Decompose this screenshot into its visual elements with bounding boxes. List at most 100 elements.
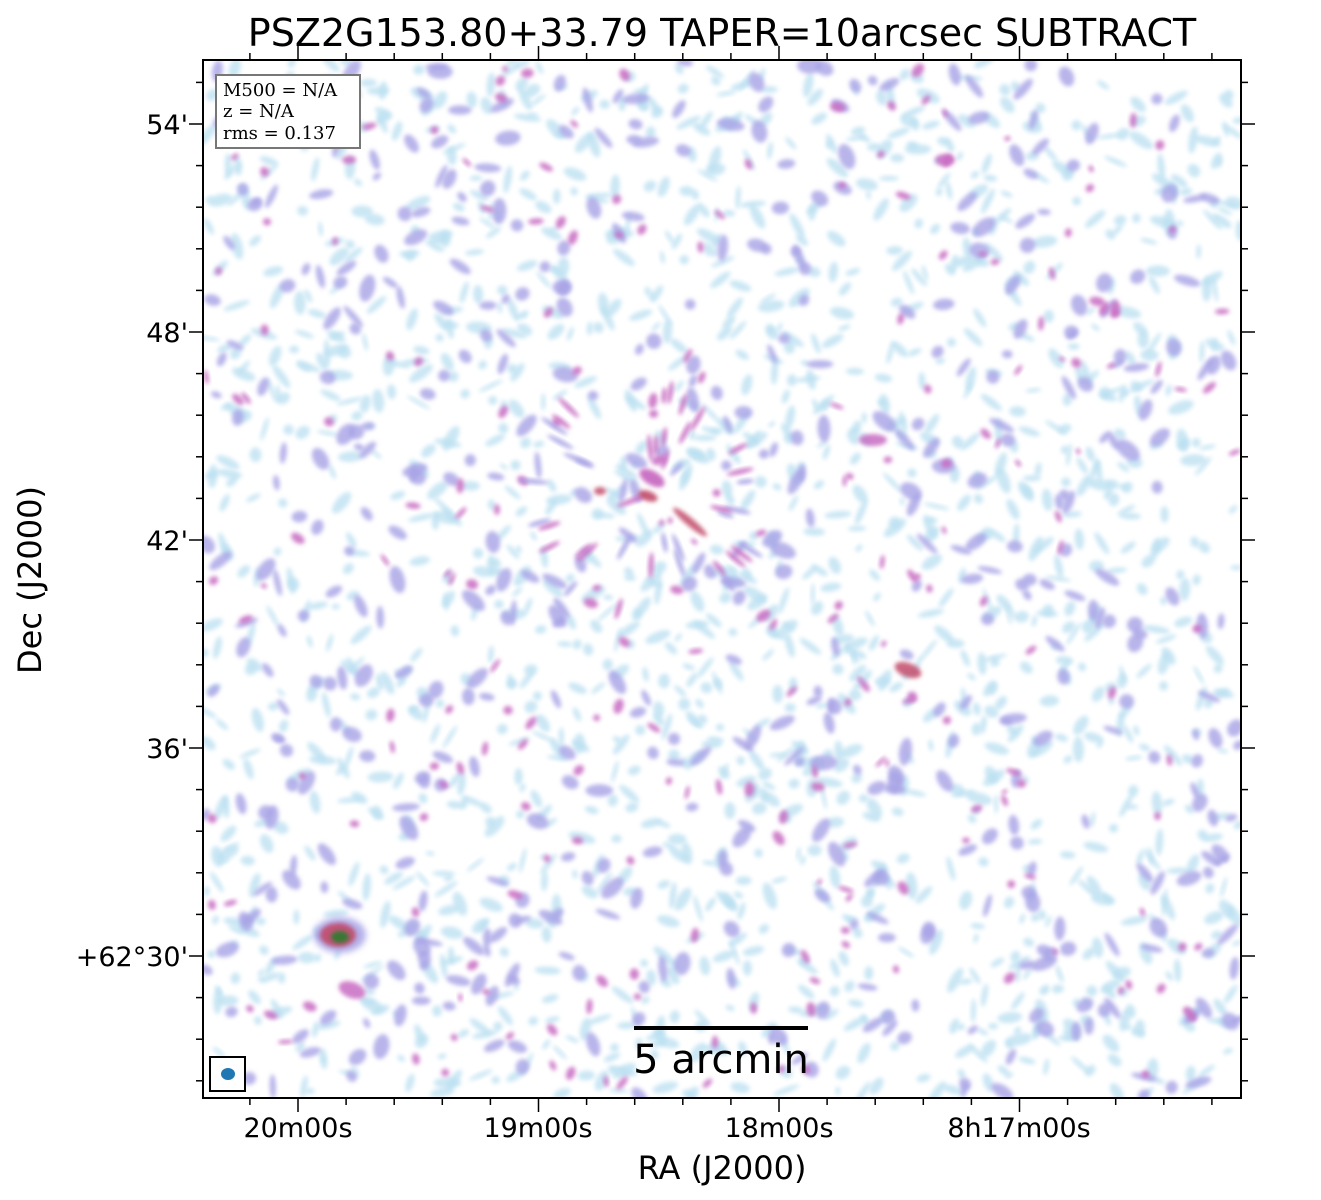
- noise-blob: [772, 685, 784, 704]
- noise-blob: [983, 174, 997, 182]
- noise-blob: [1185, 1065, 1196, 1082]
- noise-blob: [1117, 504, 1136, 516]
- noise-peak: [811, 765, 819, 778]
- noise-blob: [335, 765, 346, 775]
- noise-blob: [888, 516, 901, 529]
- noise-blob: [1014, 1026, 1022, 1035]
- noise-blob: [558, 727, 565, 746]
- noise-blob: [693, 895, 703, 922]
- noise-blob: [733, 891, 744, 899]
- noise-blob: [480, 97, 493, 114]
- artefact-streak: [616, 494, 647, 508]
- noise-blob: [686, 387, 700, 413]
- noise-blob: [1190, 782, 1200, 799]
- noise-blob: [1070, 294, 1088, 316]
- noise-blob: [359, 274, 376, 302]
- noise-blob: [350, 1066, 359, 1074]
- noise-blob: [879, 175, 899, 181]
- noise-blob: [1191, 438, 1201, 448]
- noise-blob: [697, 657, 714, 678]
- noise-blob: [1150, 871, 1165, 895]
- noise-blob: [1217, 206, 1233, 215]
- noise-peak: [921, 94, 931, 105]
- noise-peak: [414, 357, 423, 367]
- noise-blob: [485, 530, 501, 554]
- noise-blob: [1000, 190, 1013, 198]
- noise-peak: [386, 708, 395, 723]
- noise-blob: [611, 986, 634, 1004]
- noise-peak: [1052, 948, 1059, 955]
- noise-blob: [1113, 349, 1127, 364]
- y-axis-label: Dec (J2000): [11, 486, 49, 674]
- noise-blob: [396, 286, 405, 309]
- noise-blob: [701, 403, 722, 424]
- noise-blob: [606, 298, 622, 317]
- noise-blob: [515, 287, 530, 301]
- noise-blob: [1045, 915, 1052, 928]
- noise-blob: [457, 772, 466, 796]
- noise-blob: [1199, 340, 1205, 363]
- noise-blob: [983, 769, 1005, 787]
- noise-peak: [480, 205, 494, 212]
- noise-blob: [711, 233, 722, 248]
- noise-blob: [1010, 836, 1024, 850]
- artefact-streak: [722, 506, 751, 515]
- noise-blob: [204, 470, 219, 479]
- noise-peak: [772, 831, 785, 846]
- noise-blob: [1072, 736, 1084, 763]
- noise-blob: [581, 870, 594, 886]
- noise-blob: [920, 639, 938, 661]
- noise-blob: [1116, 439, 1140, 461]
- noise-blob: [1165, 587, 1180, 606]
- noise-blob: [480, 802, 492, 814]
- noise-peak: [827, 613, 839, 624]
- noise-blob: [581, 586, 606, 603]
- noise-blob: [931, 345, 944, 359]
- noise-blob: [230, 347, 242, 360]
- noise-peak: [303, 1001, 317, 1012]
- noise-blob: [770, 359, 779, 385]
- noise-blob: [376, 605, 385, 629]
- artefact-streak: [661, 387, 667, 404]
- noise-blob: [811, 333, 821, 354]
- noise-blob: [472, 548, 484, 559]
- noise-blob: [1030, 913, 1040, 922]
- noise-peak: [411, 907, 420, 918]
- noise-blob: [794, 757, 805, 767]
- noise-blob: [712, 950, 736, 963]
- noise-blob: [695, 698, 704, 709]
- noise-blob: [1076, 457, 1088, 474]
- noise-blob: [950, 254, 959, 273]
- noise-blob: [307, 309, 326, 319]
- noise-blob: [329, 717, 342, 732]
- noise-blob: [547, 324, 565, 340]
- noise-blob: [514, 915, 532, 924]
- noise-blob: [769, 715, 795, 731]
- noise-peak: [697, 371, 706, 384]
- noise-blob: [1024, 60, 1038, 72]
- noise-blob: [980, 715, 987, 734]
- noise-blob: [559, 125, 574, 139]
- noise-blob: [461, 688, 475, 706]
- noise-peak: [897, 881, 909, 895]
- noise-blob: [328, 331, 345, 340]
- noise-blob: [847, 525, 867, 532]
- noise-blob: [515, 312, 527, 320]
- noise-blob: [674, 685, 687, 697]
- noise-peak: [1214, 308, 1230, 315]
- noise-blob: [591, 682, 606, 694]
- noise-blob: [907, 468, 917, 478]
- noise-blob: [346, 1070, 358, 1082]
- noise-blob: [716, 118, 745, 131]
- noise-peak: [546, 1024, 558, 1036]
- noise-blob: [1213, 998, 1227, 1016]
- noise-blob: [342, 563, 354, 575]
- noise-blob: [1202, 866, 1214, 879]
- noise-blob: [1031, 740, 1053, 757]
- noise-blob: [1013, 78, 1033, 100]
- scale-bar: 5 arcmin: [633, 1026, 809, 1083]
- noise-peak: [1059, 356, 1066, 362]
- noise-blob: [916, 1073, 931, 1083]
- artefact-streak: [648, 552, 654, 579]
- noise-blob: [693, 620, 715, 639]
